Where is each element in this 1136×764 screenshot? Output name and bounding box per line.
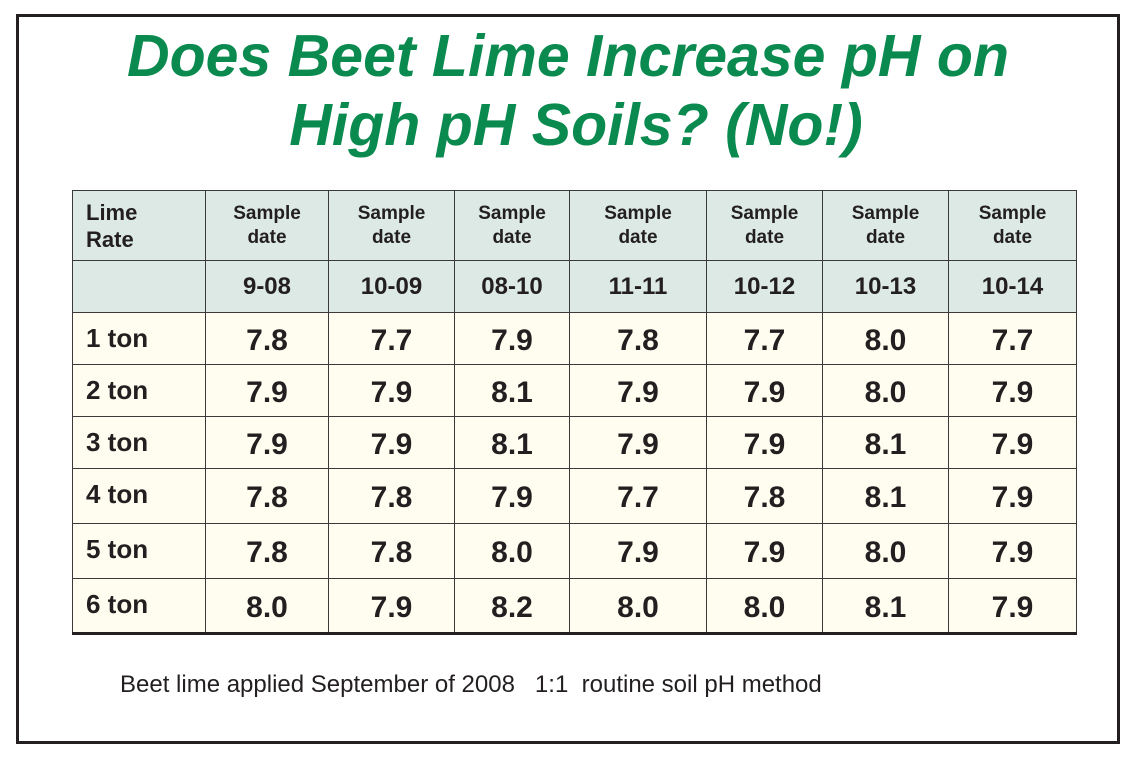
ph-value-cell: 7.7: [328, 312, 455, 365]
sample-date-header: Sample date: [706, 190, 823, 261]
ph-value-cell: 8.0: [569, 578, 707, 635]
sample-date-header-line-2: date: [744, 226, 785, 248]
ph-value-cell: 7.8: [569, 312, 707, 365]
ph-value-cell: 7.9: [205, 416, 329, 469]
sample-date-header-line-2: date: [492, 226, 532, 248]
table-row: 6 ton 8.0 7.9 8.2 8.0 8.0 8.1 7.9: [72, 578, 1077, 635]
footnote: Beet lime applied September of 2008 1:1 …: [120, 671, 822, 698]
ph-value-cell: 7.9: [706, 416, 823, 469]
date-column-header: 10-13: [822, 260, 949, 313]
date-column-header: 11-11: [569, 260, 707, 313]
ph-value-cell: 8.0: [822, 523, 949, 579]
lime-rate-header: Lime Rate: [72, 190, 206, 261]
sample-date-header: Sample date: [569, 190, 707, 261]
table-row: 1 ton 7.8 7.7 7.9 7.8 7.7 8.0 7.7: [72, 312, 1077, 365]
lime-rate-cell: 4 ton: [72, 468, 206, 524]
ph-value-cell: 7.9: [569, 364, 707, 417]
ph-value-cell: 7.9: [948, 578, 1077, 635]
ph-value-cell: 7.9: [948, 416, 1077, 469]
title-line-2: High pH Soils? (No!): [289, 92, 863, 158]
sample-date-header-line-2: date: [247, 226, 287, 248]
header-row-label: Lime Rate Sample date Sample date Sample date S…: [72, 190, 1077, 261]
lime-rate-header-line-1: Lime: [86, 199, 138, 225]
sample-date-header-line-2: date: [618, 226, 658, 248]
table-row: 2 ton 7.9 7.9 8.1 7.9 7.9 8.0 7.9: [72, 364, 1077, 417]
sample-date-header-line-2: date: [371, 226, 412, 248]
sample-date-header: Sample date: [205, 190, 329, 261]
ph-data-table: Lime Rate Sample date Sample date Sample date S…: [72, 190, 1077, 635]
ph-value-cell: 8.0: [205, 578, 329, 635]
header-empty-cell: [72, 260, 206, 313]
ph-value-cell: 8.1: [822, 578, 949, 635]
ph-value-cell: 7.8: [205, 523, 329, 579]
lime-rate-cell: 5 ton: [72, 523, 206, 579]
ph-value-cell: 8.1: [822, 416, 949, 469]
lime-rate-cell: 6 ton: [72, 578, 206, 635]
lime-rate-header-line-2: Rate: [86, 226, 134, 252]
date-column-header: 08-10: [454, 260, 570, 313]
ph-value-cell: 7.9: [205, 364, 329, 417]
ph-value-cell: 7.9: [706, 523, 823, 579]
ph-value-cell: 8.2: [454, 578, 570, 635]
ph-value-cell: 7.9: [948, 523, 1077, 579]
sample-date-header-line-1: Sample: [478, 202, 546, 224]
ph-value-cell: 7.8: [205, 468, 329, 524]
ph-value-cell: 7.8: [328, 468, 455, 524]
sample-date-header-line-1: Sample: [233, 202, 301, 224]
sample-date-header-line-1: Sample: [851, 202, 920, 224]
lime-rate-cell: 3 ton: [72, 416, 206, 469]
ph-value-cell: 8.1: [822, 468, 949, 524]
ph-value-cell: 8.1: [454, 364, 570, 417]
date-column-header: 9-08: [205, 260, 329, 313]
header-row-dates: 9-08 10-09 08-10 11-11 10-12 10-13 10-14: [72, 260, 1077, 313]
ph-value-cell: 7.9: [328, 578, 455, 635]
ph-value-cell: 7.7: [569, 468, 707, 524]
date-column-header: 10-14: [948, 260, 1077, 313]
ph-value-cell: 7.9: [948, 468, 1077, 524]
chart-title: Does Beet Lime Increase pH on High pH So…: [0, 22, 1136, 160]
table-row: 5 ton 7.8 7.8 8.0 7.9 7.9 8.0 7.9: [72, 523, 1077, 579]
ph-value-cell: 7.9: [328, 416, 455, 469]
title-line-1: Does Beet Lime Increase pH on: [126, 23, 1009, 89]
sample-date-header: Sample date: [948, 190, 1077, 261]
ph-value-cell: 7.9: [454, 468, 570, 524]
sample-date-header-line-1: Sample: [357, 202, 426, 224]
ph-value-cell: 7.7: [948, 312, 1077, 365]
sample-date-header-line-2: date: [992, 226, 1033, 248]
sample-date-header-line-1: Sample: [978, 202, 1047, 224]
sample-date-header: Sample date: [328, 190, 455, 261]
ph-value-cell: 7.9: [948, 364, 1077, 417]
ph-value-cell: 7.9: [328, 364, 455, 417]
ph-value-cell: 8.0: [706, 578, 823, 635]
ph-value-cell: 7.7: [706, 312, 823, 365]
ph-value-cell: 7.8: [328, 523, 455, 579]
ph-value-cell: 8.0: [454, 523, 570, 579]
lime-rate-cell: 1 ton: [72, 312, 206, 365]
table-body: 1 ton 7.8 7.7 7.9 7.8 7.7 8.0 7.7 2 ton 7.9 7.9 8.1…: [72, 312, 1077, 635]
ph-value-cell: 7.9: [706, 364, 823, 417]
sample-date-header: Sample date: [822, 190, 949, 261]
date-column-header: 10-09: [328, 260, 455, 313]
ph-value-cell: 8.1: [454, 416, 570, 469]
ph-value-cell: 8.0: [822, 312, 949, 365]
sample-date-header-line-1: Sample: [604, 202, 672, 224]
table-row: 4 ton 7.8 7.8 7.9 7.7 7.8 8.1 7.9: [72, 468, 1077, 524]
sample-date-header-line-2: date: [865, 226, 906, 248]
ph-value-cell: 7.9: [569, 523, 707, 579]
ph-value-cell: 7.9: [569, 416, 707, 469]
sample-date-header-line-1: Sample: [730, 202, 799, 224]
date-column-header: 10-12: [706, 260, 823, 313]
sample-date-header: Sample date: [454, 190, 570, 261]
lime-rate-cell: 2 ton: [72, 364, 206, 417]
ph-value-cell: 7.8: [205, 312, 329, 365]
table-row: 3 ton 7.9 7.9 8.1 7.9 7.9 8.1 7.9: [72, 416, 1077, 469]
ph-value-cell: 7.9: [454, 312, 570, 365]
ph-value-cell: 7.8: [706, 468, 823, 524]
ph-value-cell: 8.0: [822, 364, 949, 417]
